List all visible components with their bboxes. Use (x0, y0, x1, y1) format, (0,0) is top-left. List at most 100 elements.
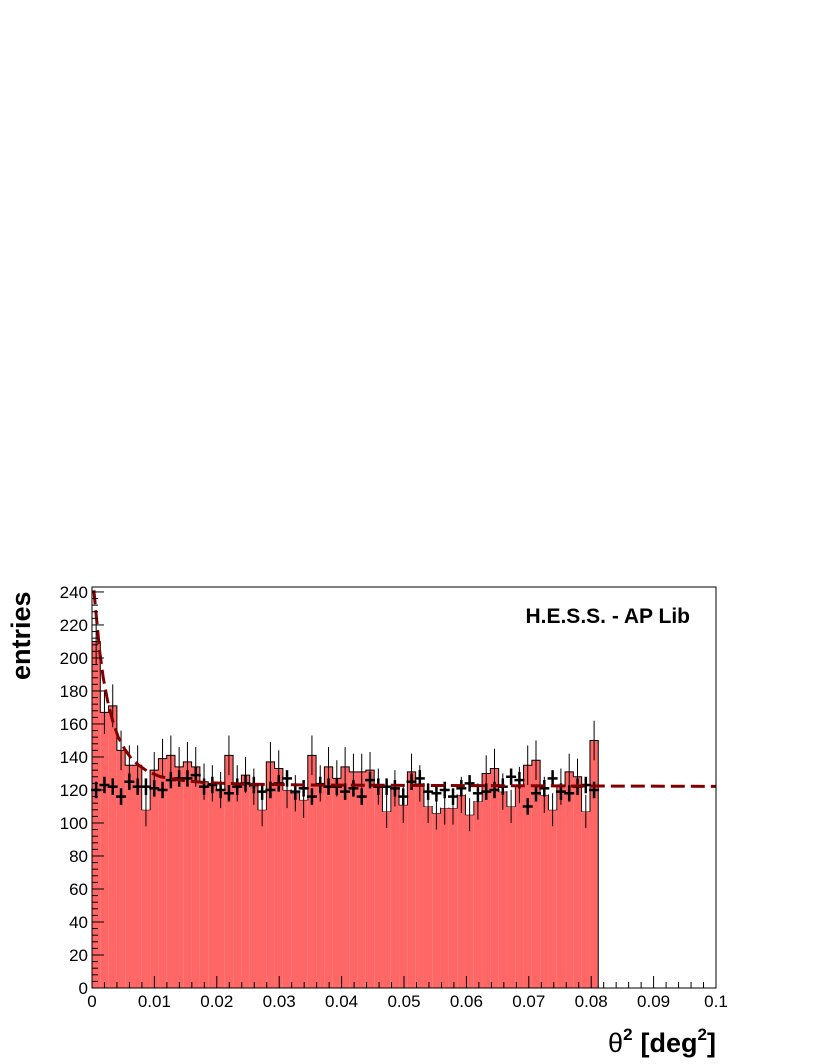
off-point (365, 771, 376, 789)
x-tick-label: 0.03 (263, 992, 296, 1011)
on-bar (407, 771, 416, 988)
on-bar (282, 789, 292, 988)
on-bar (100, 712, 109, 988)
off-point (116, 788, 127, 805)
on-bar (390, 788, 400, 988)
x-axis-unit: [deg (641, 1028, 698, 1058)
off-point (182, 770, 193, 787)
off-point (481, 783, 492, 800)
on-bar (349, 771, 358, 988)
y-tick-label: 200 (60, 649, 88, 668)
on-bar (166, 755, 175, 988)
off-point (99, 776, 110, 794)
on-bar (150, 770, 159, 988)
off-point (340, 783, 351, 800)
off-point (356, 788, 367, 805)
off-point (564, 785, 575, 802)
on-bar (440, 808, 449, 988)
on-bar (133, 765, 142, 988)
y-tick-label: 20 (69, 946, 88, 965)
y-tick-label: 80 (69, 847, 88, 866)
off-point (531, 785, 542, 802)
on-bar (241, 775, 250, 988)
off-point (207, 776, 218, 794)
on-bar (274, 768, 283, 988)
on-bar (540, 794, 549, 988)
on-bar (125, 765, 134, 988)
on-bar (199, 781, 209, 988)
on-bar (531, 760, 541, 988)
x-tick-label: 0.07 (512, 992, 545, 1011)
x-tick-label: 0 (87, 992, 96, 1011)
on-bar (316, 783, 325, 988)
on-bar (382, 811, 391, 988)
off-point (149, 780, 160, 797)
on-bar (191, 766, 200, 988)
on-bar (415, 783, 424, 988)
y-tick-label: 240 (60, 583, 88, 602)
on-bar (581, 811, 590, 988)
plot-annotation: H.E.S.S. - AP Lib (525, 605, 690, 628)
y-tick-label: 40 (69, 913, 88, 932)
off-point (348, 780, 359, 797)
on-bar (116, 750, 126, 988)
on-bar (515, 785, 524, 988)
on-bar (457, 794, 466, 988)
on-bar (490, 768, 499, 988)
on-bar (183, 761, 192, 988)
on-bar (216, 789, 225, 988)
x-tick-label: 0.01 (138, 992, 171, 1011)
on-bar (589, 740, 599, 988)
off-point (306, 788, 317, 805)
on-bar (498, 791, 507, 988)
y-tick-label: 220 (60, 616, 88, 635)
off-point (406, 773, 417, 790)
off-point (265, 781, 276, 799)
on-bar (291, 793, 300, 988)
x-axis-unit-sup: 2 (698, 1025, 707, 1044)
on-bar (573, 776, 582, 988)
y-tick-label: 120 (60, 781, 88, 800)
on-bar (465, 814, 474, 988)
off-point (223, 785, 234, 802)
on-bar (556, 786, 566, 988)
y-tick-label: 60 (69, 880, 88, 899)
on-bar (299, 799, 308, 988)
on-bar (340, 766, 350, 988)
x-axis-title: θ2 [deg2] (608, 1025, 716, 1058)
off-point (539, 780, 550, 797)
x-tick-label: 0.06 (450, 992, 483, 1011)
x-axis-symbol-sup: 2 (623, 1025, 632, 1044)
x-tick-label: 0.08 (575, 992, 608, 1011)
x-axis-unit-close: ] (707, 1028, 716, 1058)
x-tick-label: 0.1 (704, 992, 728, 1011)
off-point (124, 773, 135, 790)
off-point (522, 798, 533, 815)
off-point (547, 770, 558, 787)
on-bar (365, 770, 375, 988)
on-bar (448, 808, 458, 988)
off-point (389, 780, 400, 797)
on-bar (174, 766, 184, 988)
on-bar (423, 806, 433, 988)
on-histogram (91, 640, 599, 988)
x-tick-label: 0.05 (387, 992, 420, 1011)
fit-curve (92, 590, 717, 788)
y-axis-title: entries (6, 591, 36, 680)
x-tick-label: 0.04 (325, 992, 358, 1011)
on-bar (92, 641, 101, 988)
on-bar (249, 786, 258, 988)
x-axis-symbol: θ (608, 1028, 623, 1058)
off-point (589, 781, 600, 799)
on-bar (357, 771, 366, 988)
off-point (423, 783, 434, 800)
y-tick-label: 100 (60, 814, 88, 833)
x-tick-label: 0.02 (200, 992, 233, 1011)
on-bar (565, 771, 574, 988)
on-bar (108, 705, 117, 988)
y-tick-label: 160 (60, 715, 88, 734)
on-bar (224, 755, 234, 988)
on-bar (257, 809, 267, 988)
off-point (448, 788, 459, 805)
